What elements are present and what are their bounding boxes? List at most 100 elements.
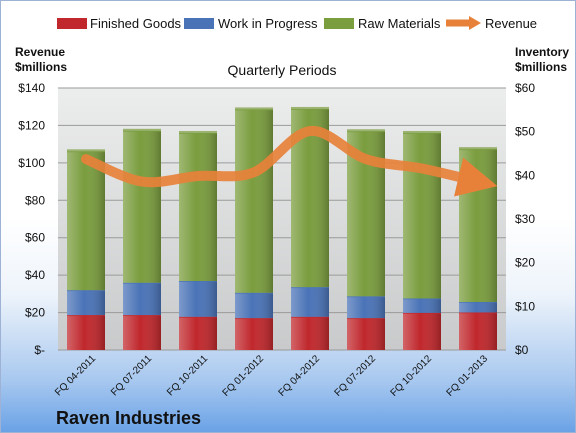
bar-segment-finished-goods <box>179 314 217 350</box>
bar-shade <box>459 301 497 313</box>
bar-shade <box>459 312 497 350</box>
company-name: Raven Industries <box>56 408 201 428</box>
legend-item-revenue: Revenue <box>446 16 537 31</box>
right-axis-ticks: $0 $10 $20 $30 $40 $50 $60 <box>515 81 535 357</box>
left-axis-ticks: $- $20 $40 $60 $80 $100 $120 $140 <box>18 81 45 357</box>
legend-swatch-finished-goods <box>57 18 87 29</box>
bar-cap <box>123 128 161 132</box>
left-tick-label: $140 <box>18 81 45 95</box>
bar-segment-raw-materials <box>123 128 161 283</box>
legend-item-work-in-progress: Work in Progress <box>184 16 318 31</box>
bar-cap <box>459 147 497 151</box>
right-tick-label: $20 <box>515 256 535 270</box>
right-tick-label: $10 <box>515 299 535 313</box>
revenue-line <box>81 126 498 197</box>
bar-shade <box>235 109 273 293</box>
left-tick-label: $20 <box>25 306 45 320</box>
bar-segment-finished-goods <box>347 316 385 350</box>
bar-shade <box>67 151 105 291</box>
bar-segment-work-in-progress <box>403 296 441 313</box>
bar-shade <box>403 298 441 313</box>
bar-shade <box>347 318 385 350</box>
bar-shade <box>123 130 161 283</box>
left-tick-label: $40 <box>25 268 45 282</box>
bar-shade <box>347 296 385 319</box>
bar-shade <box>235 318 273 350</box>
right-tick-label: $60 <box>515 81 535 95</box>
x-tick-label: FQ 04-2012 <box>277 353 323 399</box>
right-tick-label: $0 <box>515 343 529 357</box>
bar-segment-work-in-progress <box>347 294 385 319</box>
bar-cap <box>179 130 217 134</box>
left-axis-title-line2: $millions <box>15 60 67 74</box>
chart-subtitle: Quarterly Periods <box>228 62 337 78</box>
bar-shade <box>403 312 441 350</box>
x-tick-label: FQ 01-2013 <box>445 353 491 399</box>
bar-segment-finished-goods <box>67 313 105 350</box>
left-tick-label: $60 <box>25 231 45 245</box>
revenue-line-layer <box>81 126 498 197</box>
right-tick-label: $40 <box>515 168 535 182</box>
bar-cap <box>403 130 441 134</box>
legend-swatch-raw-materials <box>324 18 354 29</box>
bar-cap <box>235 107 273 111</box>
legend-label-raw-materials: Raw Materials <box>358 16 441 31</box>
bar-segment-work-in-progress <box>123 280 161 316</box>
bar-segment-work-in-progress <box>291 285 329 317</box>
x-tick-label: FQ 01-2012 <box>221 353 267 399</box>
bar-shade <box>459 149 497 302</box>
bar-segment-raw-materials <box>235 107 273 293</box>
bar-segment-finished-goods <box>291 314 329 350</box>
left-tick-label: $- <box>34 343 45 357</box>
legend-label-revenue: Revenue <box>485 16 537 31</box>
bar-segment-raw-materials <box>459 147 497 302</box>
bar-shade <box>403 132 441 299</box>
bar-shade <box>67 315 105 350</box>
bar-segment-finished-goods <box>123 313 161 350</box>
bar-segment-raw-materials <box>403 130 441 299</box>
right-axis-title-line2: $millions <box>515 60 567 74</box>
bar-shade <box>179 281 217 317</box>
bar-segment-finished-goods <box>403 310 441 350</box>
bar-shade <box>67 290 105 316</box>
bar-segment-work-in-progress <box>235 290 273 319</box>
legend-arrow-revenue <box>469 16 481 30</box>
bar-shade <box>235 292 273 319</box>
bar-cap <box>347 129 385 133</box>
bar-shade <box>179 132 217 282</box>
bar-segment-finished-goods <box>459 310 497 350</box>
right-tick-label: $30 <box>515 212 535 226</box>
left-tick-label: $100 <box>18 156 45 170</box>
x-tick-label: FQ 07-2012 <box>333 353 379 399</box>
bar-shade <box>291 287 329 317</box>
legend-label-finished-goods: Finished Goods <box>90 16 182 31</box>
left-tick-label: $120 <box>18 118 45 132</box>
legend-item-raw-materials: Raw Materials <box>324 16 441 31</box>
bar-shade <box>291 316 329 350</box>
bar-segment-raw-materials <box>179 130 217 282</box>
bar-shade <box>179 316 217 350</box>
legend-label-work-in-progress: Work in Progress <box>218 16 318 31</box>
legend-swatch-work-in-progress <box>184 18 214 29</box>
bar-segment-work-in-progress <box>179 279 217 317</box>
x-axis-ticks: FQ 04-2011 FQ 07-2011 FQ 10-2011 FQ 01-2012… <box>53 353 490 399</box>
bar-segment-finished-goods <box>235 316 273 350</box>
legend: Finished Goods Work in Progress Raw Mate… <box>57 16 537 31</box>
x-tick-label: FQ 10-2012 <box>389 353 435 399</box>
bar-cap <box>291 106 329 110</box>
bar-cap <box>67 149 105 153</box>
x-tick-label: FQ 10-2011 <box>165 353 210 398</box>
legend-item-finished-goods: Finished Goods <box>57 16 182 31</box>
bar-segment-raw-materials <box>67 149 105 291</box>
left-axis-title-line1: Revenue <box>15 45 65 59</box>
right-axis-title-line1: Inventory <box>515 45 569 59</box>
bar-segment-work-in-progress <box>67 288 105 316</box>
right-tick-label: $50 <box>515 125 535 139</box>
x-tick-label: FQ 07-2011 <box>109 353 154 398</box>
bar-shade <box>123 315 161 350</box>
bar-segment-raw-materials <box>291 106 329 288</box>
bar-shade <box>123 282 161 316</box>
left-tick-label: $80 <box>25 193 45 207</box>
